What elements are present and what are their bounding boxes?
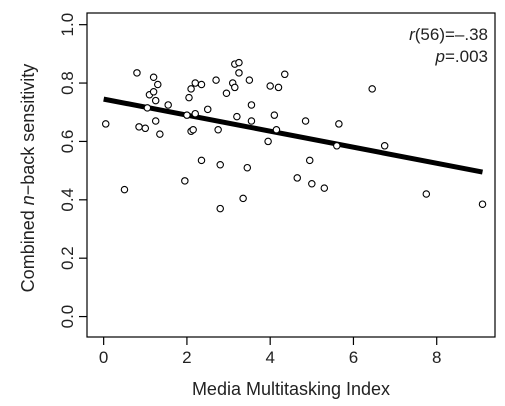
axis-ticks: 0 2 4 6 8 0.0 0.2 0.4 0.6 0.8 1.0 <box>58 13 441 367</box>
y-tick-label: 0.8 <box>58 71 77 95</box>
data-point <box>305 156 314 165</box>
data-point <box>239 194 247 203</box>
y-tick-label: 0.2 <box>58 246 77 270</box>
data-point <box>247 117 256 125</box>
data-point <box>133 69 141 77</box>
y-tick-label: 0.6 <box>58 130 77 154</box>
x-tick-label: 8 <box>432 348 441 367</box>
data-point <box>231 83 239 92</box>
data-point <box>320 184 329 192</box>
data-point <box>197 80 206 89</box>
annotation-p: p=.003 <box>435 47 488 66</box>
data-point <box>191 79 199 87</box>
data-point <box>243 163 252 172</box>
data-point <box>164 101 172 109</box>
data-point <box>214 126 222 134</box>
x-tick-label: 6 <box>349 348 358 367</box>
data-point <box>233 112 241 121</box>
data-point <box>185 93 193 102</box>
data-points <box>101 58 487 213</box>
x-tick-label: 4 <box>265 348 274 367</box>
data-point <box>301 117 310 125</box>
y-tick-label: 0.0 <box>58 305 77 329</box>
data-point <box>189 126 197 134</box>
data-point <box>272 126 281 134</box>
data-point <box>151 117 160 125</box>
data-point <box>245 76 254 84</box>
data-point <box>120 185 129 194</box>
data-point <box>141 124 150 133</box>
y-tick-label: 0.4 <box>58 188 77 212</box>
trend-line-group <box>103 96 483 175</box>
data-point <box>216 161 224 169</box>
y-axis-title: Combined n−back sensitivity <box>18 64 38 293</box>
data-point <box>333 142 341 150</box>
data-point <box>422 190 431 198</box>
data-point <box>181 177 189 185</box>
trend-line <box>103 96 483 175</box>
data-point <box>235 58 243 67</box>
data-point <box>274 83 283 92</box>
data-point <box>135 123 143 131</box>
data-point <box>266 82 274 90</box>
y-tick-label: 1.0 <box>58 13 77 37</box>
data-point <box>247 101 256 109</box>
data-point <box>478 200 487 208</box>
data-point <box>216 204 224 213</box>
data-point <box>335 120 343 128</box>
data-point <box>149 73 158 81</box>
data-point <box>101 120 110 128</box>
data-point <box>149 88 158 96</box>
data-point <box>212 76 220 84</box>
data-point <box>380 142 389 150</box>
data-point <box>183 111 191 119</box>
data-point <box>308 180 316 188</box>
data-point <box>264 137 272 146</box>
data-point <box>222 89 231 98</box>
data-point <box>143 104 152 112</box>
data-point <box>293 174 301 182</box>
data-point <box>191 109 199 118</box>
data-point <box>281 70 289 79</box>
data-point <box>151 96 160 105</box>
x-tick-label: 2 <box>182 348 191 367</box>
data-point <box>187 85 195 93</box>
annotation-r: r(56)=–.38 <box>409 25 488 44</box>
plot-frame <box>86 12 496 338</box>
data-point <box>197 156 206 165</box>
x-axis-title: Media Multitasking Index <box>192 379 390 399</box>
data-point <box>368 85 376 93</box>
data-point <box>156 130 164 138</box>
data-point <box>203 105 212 114</box>
data-point <box>270 111 279 119</box>
data-point <box>154 80 162 89</box>
x-tick-label: 0 <box>99 348 108 367</box>
data-point <box>235 69 243 77</box>
